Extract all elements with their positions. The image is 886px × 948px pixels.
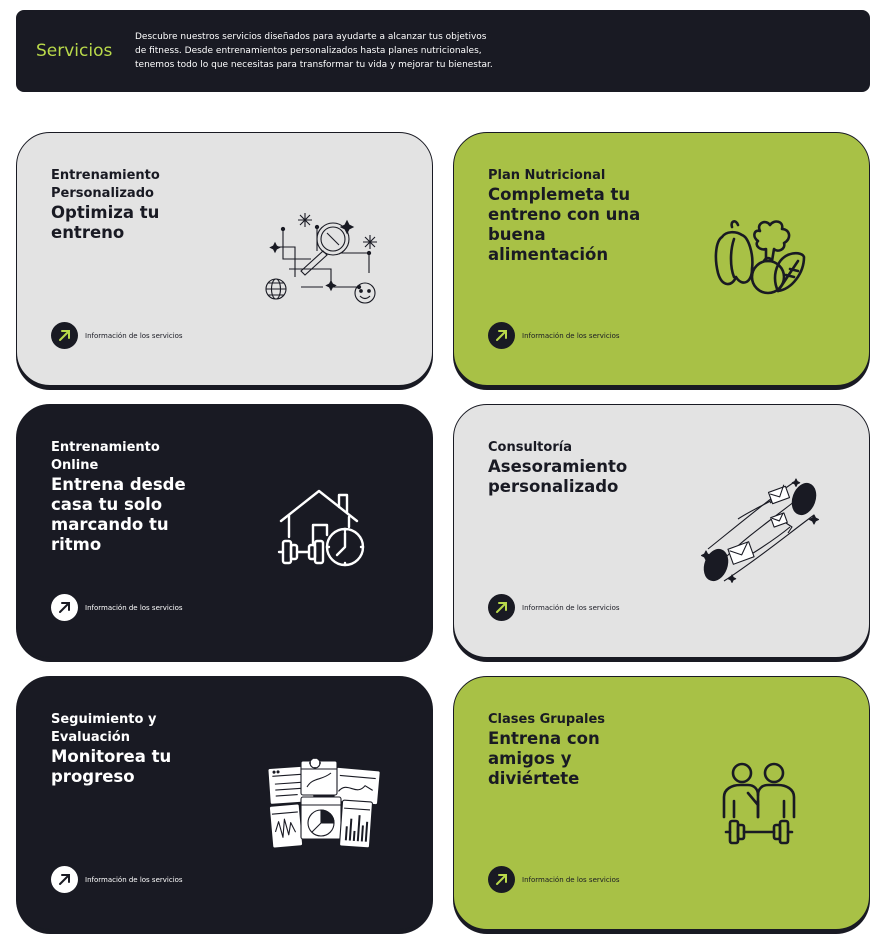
card-category-line: Personalizado [51,186,154,201]
card-category-line: Entrenamiento [51,440,160,455]
card-headline-line: ritmo [51,535,102,554]
home-dumbbell-clock-icon [277,489,365,567]
service-card-nutrition-plan: Plan Nutricional Complemeta tu entreno c… [453,132,870,386]
service-card-tracking-evaluation: Seguimiento y Evaluación Monitorea tu pr… [16,676,433,930]
card-category-line: Entrenamiento [51,168,160,183]
card-category: Seguimiento y Evaluación [51,711,181,747]
group-dumbbell-icon [722,762,796,845]
card-headline: Entrena desde casa tu solo marcando tu r… [51,475,221,555]
card-headline-line: buena [488,225,546,244]
hero-description: Descubre nuestros servicios diseñados pa… [135,30,525,72]
services-info-label: Información de los servicios [522,331,620,340]
card-headline-line: Complemeta tu [488,185,631,204]
card-headline: Entrena con amigos y diviértete [488,729,658,789]
card-category: Entrenamiento Personalizado [51,167,181,203]
card-headline: Complemeta tu entreno con una buena alim… [488,185,658,265]
services-info-label: Información de los servicios [85,331,183,340]
card-category-line: Plan Nutricional [488,168,606,183]
arrow-up-right-icon [51,594,78,621]
card-category-line: Online [51,458,99,473]
card-headline-line: Entrena con [488,729,600,748]
card-headline-line: Monitorea tu [51,747,172,766]
card-headline: Optimiza tu entreno [51,203,221,243]
arrow-up-right-icon [488,594,515,621]
arrow-up-right-icon [488,866,515,893]
card-headline-line: diviértete [488,769,580,788]
card-headline-line: marcando tu [51,515,169,534]
card-headline-line: progreso [51,767,135,786]
services-hero-banner: Servicios Descubre nuestros servicios di… [16,10,870,92]
page-title: Servicios [36,41,113,61]
card-headline: Monitorea tu progreso [51,747,221,787]
service-card-personal-training: Entrenamiento Personalizado Optimiza tu … [16,132,433,386]
vegetables-icon [714,220,806,295]
services-info-link[interactable]: Información de los servicios [488,866,620,893]
services-info-link[interactable]: Información de los servicios [51,594,183,621]
card-headline-line: personalizado [488,477,619,496]
card-category-line: Clases Grupales [488,712,606,727]
services-info-label: Información de los servicios [522,875,620,884]
services-info-link[interactable]: Información de los servicios [51,866,183,893]
services-info-link[interactable]: Información de los servicios [51,322,183,349]
services-info-label: Información de los servicios [85,875,183,884]
card-headline-line: Asesoramiento [488,457,628,476]
card-headline-line: entreno [51,223,125,242]
hero-description-line: Descubre nuestros servicios diseñados pa… [135,32,487,42]
card-category-line: Consultoría [488,440,572,455]
card-headline-line: entreno con una [488,205,641,224]
card-headline-line: casa tu solo [51,495,163,514]
card-category: Clases Grupales [488,711,648,729]
service-card-group-classes: Clases Grupales Entrena con amigos y div… [453,676,870,930]
charts-windows-icon [267,757,381,849]
services-info-link[interactable]: Información de los servicios [488,322,620,349]
card-headline-line: amigos y [488,749,572,768]
hero-description-line: de fitness. Desde entrenamientos persona… [135,46,482,56]
hero-description-line: tenemos todo lo que necesitas para trans… [135,60,493,70]
services-info-label: Información de los servicios [85,603,183,612]
arrow-up-right-icon [488,322,515,349]
card-headline-line: Optimiza tu [51,203,160,222]
card-headline: Asesoramiento personalizado [488,457,658,497]
service-card-online-training: Entrenamiento Online Entrena desde casa … [16,404,433,658]
card-headline-line: Entrena desde [51,475,186,494]
messages-tube-icon [700,478,820,583]
card-category-line: Evaluación [51,730,130,745]
arrow-up-right-icon [51,322,78,349]
services-info-label: Información de los servicios [522,603,620,612]
magnifier-analytics-icon [265,213,377,304]
card-category-line: Seguimiento y [51,712,157,727]
services-info-link[interactable]: Información de los servicios [488,594,620,621]
card-category: Entrenamiento Online [51,439,181,475]
service-card-consulting: Consultoría Asesoramiento personalizado … [453,404,870,658]
card-category: Consultoría [488,439,618,457]
arrow-up-right-icon [51,866,78,893]
card-category: Plan Nutricional [488,167,648,185]
card-headline-line: alimentación [488,245,609,264]
